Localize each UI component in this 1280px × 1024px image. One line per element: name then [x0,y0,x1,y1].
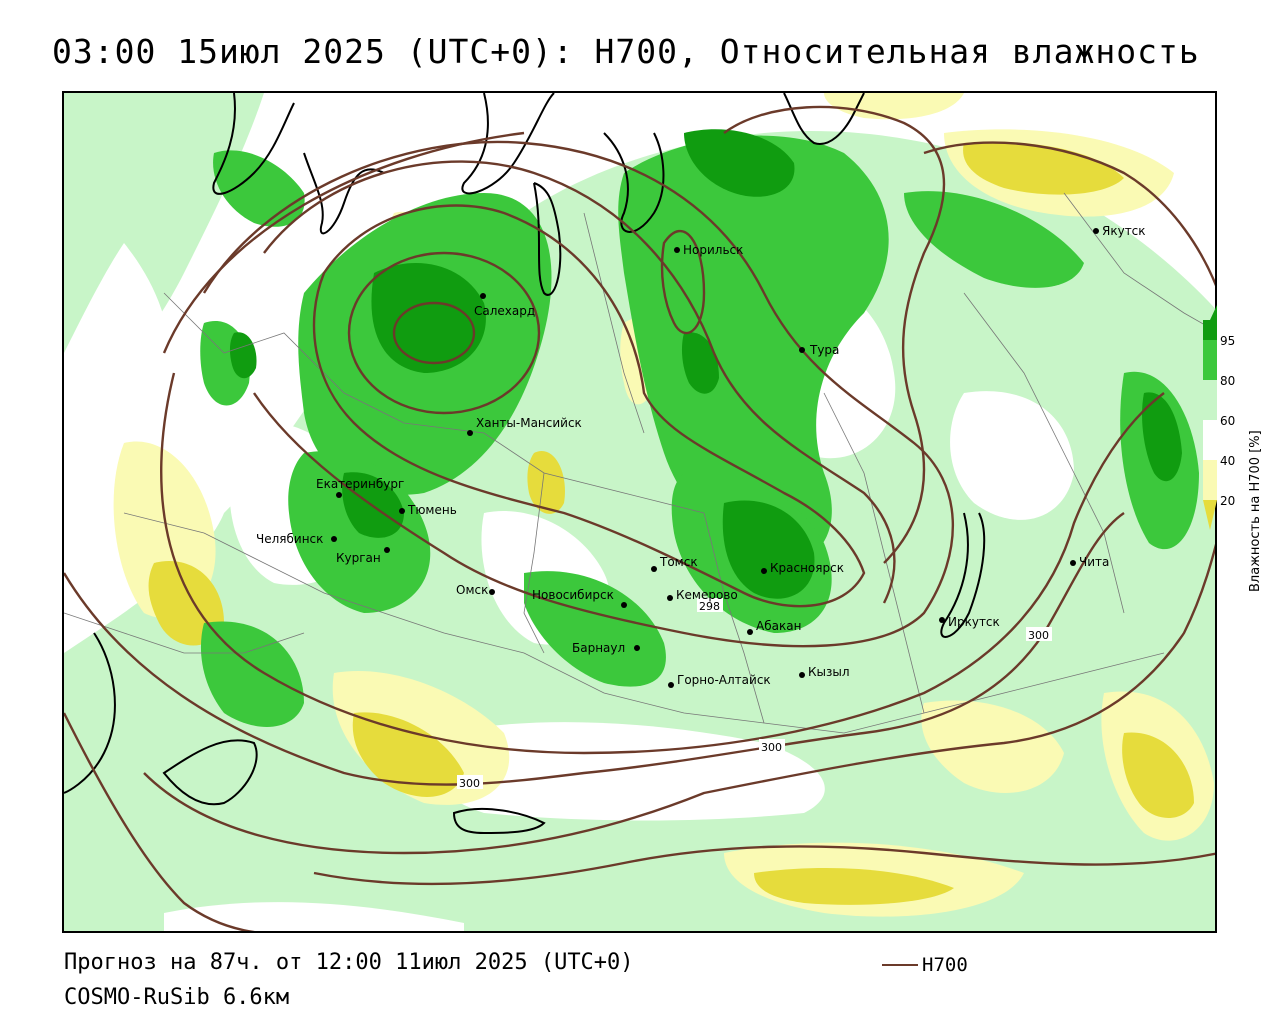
svg-text:Челябинск: Челябинск [256,532,323,546]
city-yakutsk: Якутск [1093,224,1146,238]
city-omsk: Омск [456,583,495,597]
svg-text:300: 300 [1028,629,1049,642]
city-kemerovo: Кемерово [667,588,738,602]
humidity-field [64,93,1215,931]
region-borders [64,192,1215,734]
forecast-info: Прогноз на 87ч. от 12:00 11июл 2025 (UTC… [64,950,634,975]
svg-text:Томск: Томск [659,555,698,569]
svg-text:Тура: Тура [809,343,839,357]
svg-text:Новосибирск: Новосибирск [532,588,614,602]
city-chita: Чита [1070,555,1109,569]
city-norilsk: Норильск [674,243,743,257]
svg-text:Ханты-Мансийск: Ханты-Мансийск [476,416,582,430]
svg-text:Тюмень: Тюмень [407,503,457,517]
model-info: COSMO-RuSib 6.6км [64,985,290,1010]
city-irkutsk: Иркутск [939,615,1000,629]
city-tura: Тура [799,343,839,357]
svg-text:Якутск: Якутск [1102,224,1146,238]
contour-labels: 300 300 300 298 [457,598,1052,790]
colorbar-top-arrow [1210,305,1217,320]
svg-text:Красноярск: Красноярск [770,561,844,575]
map-title: 03:00 15июл 2025 (UTC+0): H700, Относите… [52,32,1200,71]
tick-95: 95 [1220,334,1235,348]
colorbar-title: Влажность на H700 [%] [1248,430,1263,592]
svg-text:300: 300 [761,741,782,754]
city-krasnoyarsk: Красноярск [761,561,844,575]
city-khanty-mansiysk: Ханты-Мансийск [467,416,582,436]
tick-20: 20 [1220,494,1235,508]
colorbar-bottom-arrow [1203,500,1217,530]
svg-text:Екатеринбург: Екатеринбург [316,477,404,491]
h700-legend-label: H700 [922,954,968,976]
colorbar-segment-40 [1203,420,1217,460]
svg-text:Иркутск: Иркутск [948,615,1000,629]
svg-text:Барнаул: Барнаул [572,641,625,655]
svg-text:Чита: Чита [1079,555,1109,569]
city-barnaul: Барнаул [572,641,640,655]
colorbar-segment-60 [1203,380,1217,420]
colorbar-segment-95 [1203,320,1217,340]
city-tomsk: Томск [651,555,698,572]
colorbar-segment-80 [1203,340,1217,380]
svg-text:298: 298 [699,600,720,613]
svg-text:Норильск: Норильск [683,243,743,257]
svg-text:Курган: Курган [336,551,381,565]
city-novosibirsk: Новосибирск [532,588,627,608]
city-yekaterinburg: Екатеринбург [316,477,404,498]
svg-text:Кемерово: Кемерово [676,588,738,602]
svg-text:300: 300 [459,777,480,790]
h700-legend-line [882,964,918,966]
map-canvas: 300 300 300 298 Якутск Норильск Салехард… [64,93,1215,931]
cities: Якутск Норильск Салехард Тура Ханты-Манс… [256,224,1146,688]
city-tyumen: Тюмень [399,503,457,517]
svg-text:Горно-Алтайск: Горно-Алтайск [677,673,771,687]
city-kyzyl: Кызыл [799,665,850,679]
tick-80: 80 [1220,374,1235,388]
svg-text:Салехард: Салехард [474,304,535,318]
tick-60: 60 [1220,414,1235,428]
city-chelyabinsk: Челябинск [256,532,337,546]
city-kurgan: Курган [336,547,390,565]
tick-40: 40 [1220,454,1235,468]
map-area[interactable]: 300 300 300 298 Якутск Норильск Салехард… [62,91,1217,933]
city-gorno-altaysk: Горно-Алтайск [668,673,771,688]
city-abakan: Абакан [747,619,801,635]
colorbar-segment-20 [1203,460,1217,500]
svg-text:Омск: Омск [456,583,488,597]
city-salekhard: Салехард [474,293,535,318]
svg-text:Кызыл: Кызыл [808,665,850,679]
svg-text:Абакан: Абакан [756,619,801,633]
humidity-colorbar: 95 80 60 40 20 [1203,305,1235,530]
